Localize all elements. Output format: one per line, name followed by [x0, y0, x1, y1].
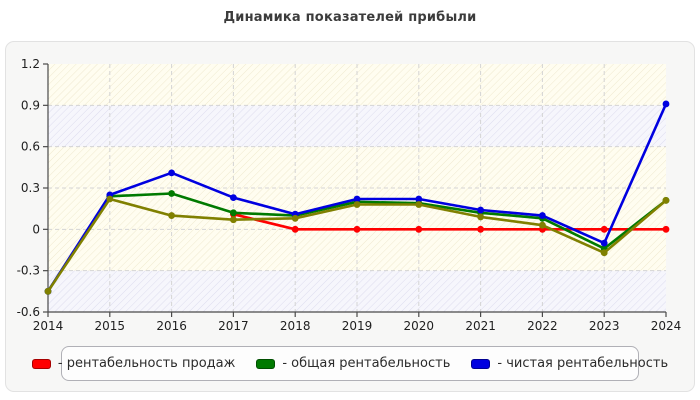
- series-marker-unlabeled-olive: [230, 216, 237, 224]
- series-marker-unlabeled-olive: [44, 287, 52, 295]
- series-marker-unlabeled-olive: [415, 201, 423, 208]
- series-marker-unlabeled-olive: [106, 195, 114, 203]
- legend-swatch-red: [31, 358, 51, 369]
- x-tick-label: 2019: [342, 319, 373, 333]
- series-marker-net-profitability: [477, 206, 484, 214]
- legend-swatch-green: [256, 358, 276, 369]
- legend-label: - общая рентабельность: [282, 356, 451, 371]
- x-tick-label: 2015: [95, 319, 126, 333]
- series-marker-unlabeled-olive: [662, 197, 670, 204]
- y-tick-label: -0.3: [17, 264, 40, 278]
- legend-item-sales-profitability: - рентабельность продаж: [31, 356, 236, 371]
- series-marker-net-profitability: [168, 169, 176, 177]
- series-marker-sales-profitability: [477, 225, 484, 233]
- series-marker-unlabeled-olive: [291, 214, 299, 222]
- legend-label: - рентабельность продаж: [57, 356, 236, 371]
- series-marker-sales-profitability: [353, 225, 361, 233]
- series-line-sales-profitability: [233, 212, 666, 231]
- series-marker-net-profitability: [600, 239, 608, 247]
- y-tick-label: -0.6: [17, 305, 40, 319]
- series-marker-net-profitability: [353, 195, 361, 203]
- series-marker-unlabeled-olive: [168, 212, 176, 219]
- x-tick-label: 2022: [527, 319, 558, 333]
- series-marker-net-profitability: [662, 100, 670, 108]
- series-marker-net-profitability: [230, 194, 237, 202]
- x-tick-label: 2018: [280, 319, 311, 333]
- series-marker-sales-profitability: [662, 225, 670, 233]
- series-marker-sales-profitability: [600, 225, 608, 233]
- x-tick-label: 2020: [404, 319, 435, 333]
- x-tick-label: 2014: [33, 319, 64, 333]
- axes: [43, 63, 667, 317]
- x-tick-label: 2021: [465, 319, 496, 333]
- x-tick-label: 2017: [218, 319, 249, 333]
- y-tick-label: 1.2: [21, 57, 40, 71]
- legend-swatch-blue: [471, 358, 491, 369]
- chart-legend: - рентабельность продаж - общая рентабел…: [31, 346, 668, 381]
- legend-label: - чистая рентабельность: [497, 356, 669, 371]
- x-tick-label: 2016: [156, 319, 187, 333]
- y-tick-label: 0: [32, 222, 40, 236]
- chart-panel: 1.2 0.9 0.6 0.3 0 -0.3 -0.6 2014 2015 2016 2017 201…: [5, 41, 695, 392]
- y-tick-label: 0.3: [21, 181, 40, 195]
- x-tick-label: 2023: [589, 319, 620, 333]
- series-marker-unlabeled-olive: [353, 201, 361, 208]
- series-sales-profitability: [230, 210, 670, 233]
- plot-band: [48, 105, 666, 147]
- y-tick-label: 0.9: [21, 98, 40, 112]
- legend-item-net-profitability: - чистая рентабельность: [471, 356, 668, 371]
- series-marker-total-profitability: [168, 190, 176, 197]
- series-marker-net-profitability: [415, 195, 423, 203]
- legend-item-total-profitability: - общая рентабельность: [256, 356, 450, 371]
- series-net-profitability: [44, 100, 670, 295]
- series-marker-unlabeled-olive: [600, 249, 608, 257]
- series-marker-unlabeled-olive: [477, 213, 484, 221]
- y-tick-label: 0.6: [21, 140, 40, 154]
- page-title: Динамика показателей прибыли: [223, 10, 477, 25]
- x-tick-label: 2024: [651, 319, 682, 333]
- series-marker-sales-profitability: [291, 225, 299, 233]
- series-marker-unlabeled-olive: [539, 221, 546, 229]
- series-marker-net-profitability: [539, 212, 546, 219]
- series-unlabeled-olive: [44, 195, 670, 295]
- series-marker-sales-profitability: [415, 225, 423, 233]
- series-marker-total-profitability: [230, 209, 237, 217]
